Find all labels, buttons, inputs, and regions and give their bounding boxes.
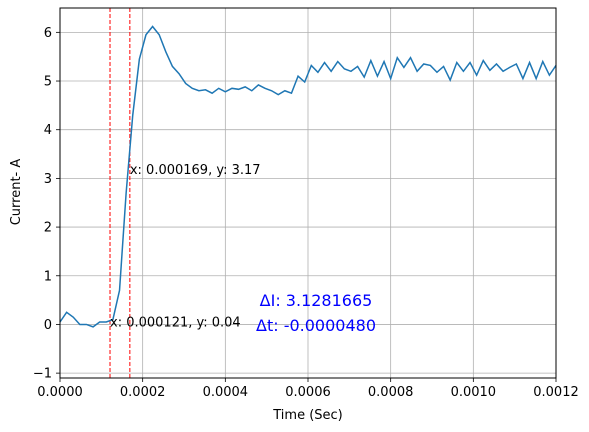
x-tick-label: 0.0012: [533, 385, 579, 400]
y-tick-label: 0: [44, 318, 52, 333]
delta-current-label: ΔI: 3.1281665: [260, 291, 373, 310]
x-tick-label: 0.0004: [203, 385, 249, 400]
y-tick-label: 4: [44, 123, 52, 138]
y-axis-label: Current- A: [9, 159, 24, 226]
delta-time-label: Δt: -0.0000480: [256, 316, 376, 335]
marker-label: x: 0.000121, y: 0.04: [110, 316, 241, 331]
x-axis: 0.0000 0.0002 0.0004 0.0006 0.0008 0.0010 0.00…: [37, 378, 579, 400]
x-tick-label: 0.0008: [368, 385, 414, 400]
y-tick-label: 2: [44, 221, 52, 236]
marker-lines: [109, 8, 131, 378]
x-tick-label: 0.0006: [285, 385, 331, 400]
x-tick-label: 0.0002: [120, 385, 166, 400]
y-tick-label: 3: [44, 172, 52, 187]
x-tick-label: 0.0000: [37, 385, 83, 400]
y-tick-label: −1: [33, 367, 52, 382]
marker-labels: x: 0.000121, y: 0.04 x: 0.000169, y: 3.17: [110, 163, 261, 330]
x-axis-label: Time (Sec): [272, 408, 343, 423]
series-line-current: [59, 25, 557, 328]
y-tick-label: 6: [44, 26, 52, 41]
y-tick-label: 5: [44, 75, 52, 90]
marker-label: x: 0.000169, y: 3.17: [130, 163, 261, 178]
y-axis: −1 0 1 2 3 4 5 6: [33, 26, 60, 382]
x-tick-label: 0.0010: [451, 385, 497, 400]
y-tick-label: 1: [44, 269, 52, 284]
